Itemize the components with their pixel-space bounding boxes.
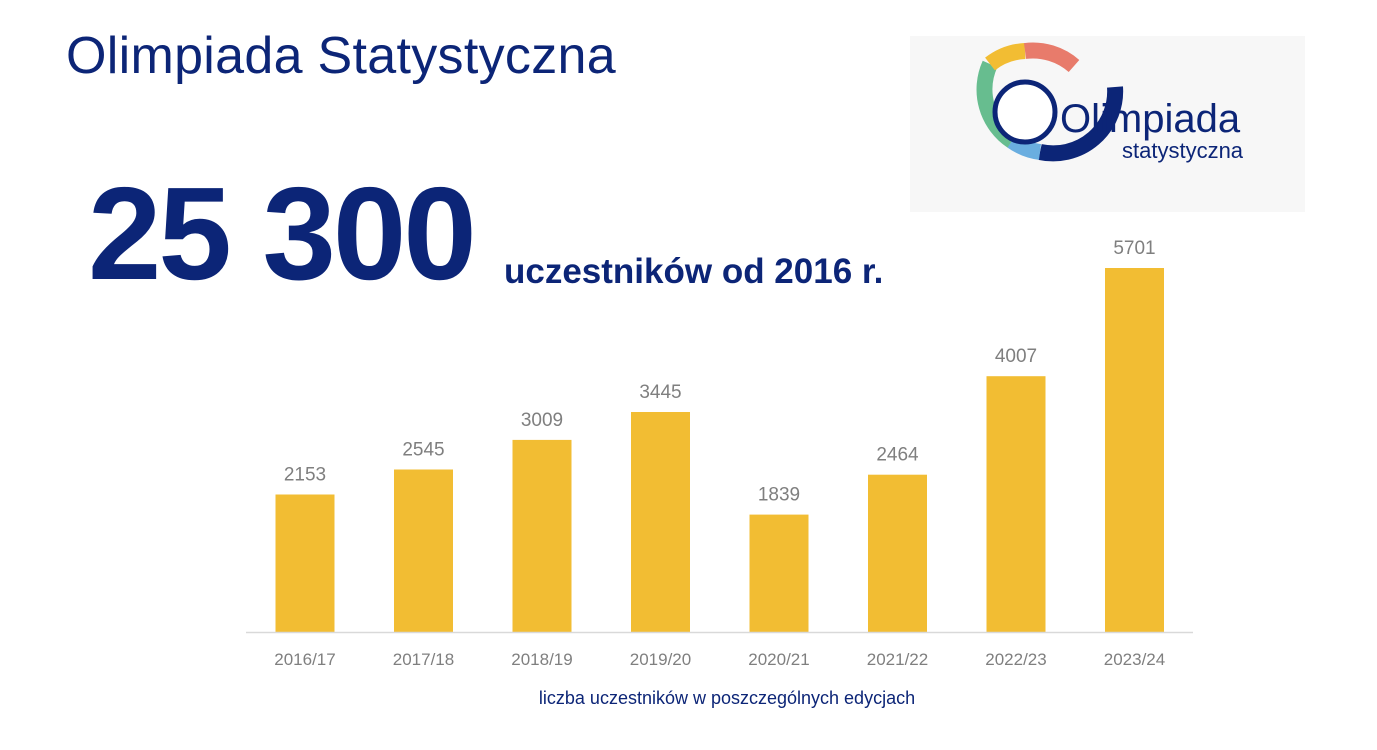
logo-ring-navy	[1038, 86, 1124, 162]
x-tick-label-2017/18: 2017/18	[393, 650, 454, 669]
x-tick-label-2018/19: 2018/19	[511, 650, 572, 669]
bar-2016/17	[275, 494, 335, 632]
logo-o-letter	[992, 79, 1058, 145]
logo-graphic: Olimpiada statystyczna	[976, 42, 1244, 163]
data-label-2017/18: 2545	[402, 440, 444, 461]
logo-word-main: Olimpiada	[1060, 97, 1241, 141]
x-tick-label-2019/20: 2019/20	[630, 650, 691, 669]
headline-subtitle: uczestników od 2016 r.	[504, 252, 884, 291]
bar-2018/19	[512, 439, 572, 632]
data-label-2023/24: 5701	[1113, 238, 1155, 259]
x-tick-label-2023/24: 2023/24	[1104, 650, 1165, 669]
logo-ring-salmon	[1023, 42, 1080, 73]
data-label-2018/19: 3009	[521, 410, 563, 431]
x-tick-label-2022/23: 2022/23	[985, 650, 1046, 669]
chart-caption: liczba uczestników w poszczególnych edyc…	[538, 688, 916, 708]
data-label-2019/20: 3445	[639, 382, 681, 403]
x-tick-label-2016/17: 2016/17	[274, 650, 335, 669]
logo-ring-yellow	[985, 43, 1026, 71]
bar-2019/20	[631, 412, 690, 632]
bar-2023/24	[1105, 268, 1164, 632]
x-tick-label-2021/22: 2021/22	[867, 650, 928, 669]
data-label-2021/22: 2464	[876, 445, 919, 466]
data-label-2022/23: 4007	[995, 346, 1037, 367]
x-tick-label-2020/21: 2020/21	[748, 650, 809, 669]
data-label-2020/21: 1839	[758, 485, 800, 506]
bar-2021/22	[868, 474, 927, 632]
logo-word-sub: statystyczna	[1122, 138, 1244, 163]
page-title: Olimpiada Statystyczna	[66, 27, 616, 85]
bar-2017/18	[394, 469, 453, 632]
logo: Olimpiada statystyczna	[910, 36, 1305, 212]
bar-2020/21	[749, 514, 809, 632]
data-label-2016/17: 2153	[284, 465, 326, 486]
bar-2022/23	[986, 376, 1046, 632]
headline-number: 25 300	[88, 160, 477, 307]
